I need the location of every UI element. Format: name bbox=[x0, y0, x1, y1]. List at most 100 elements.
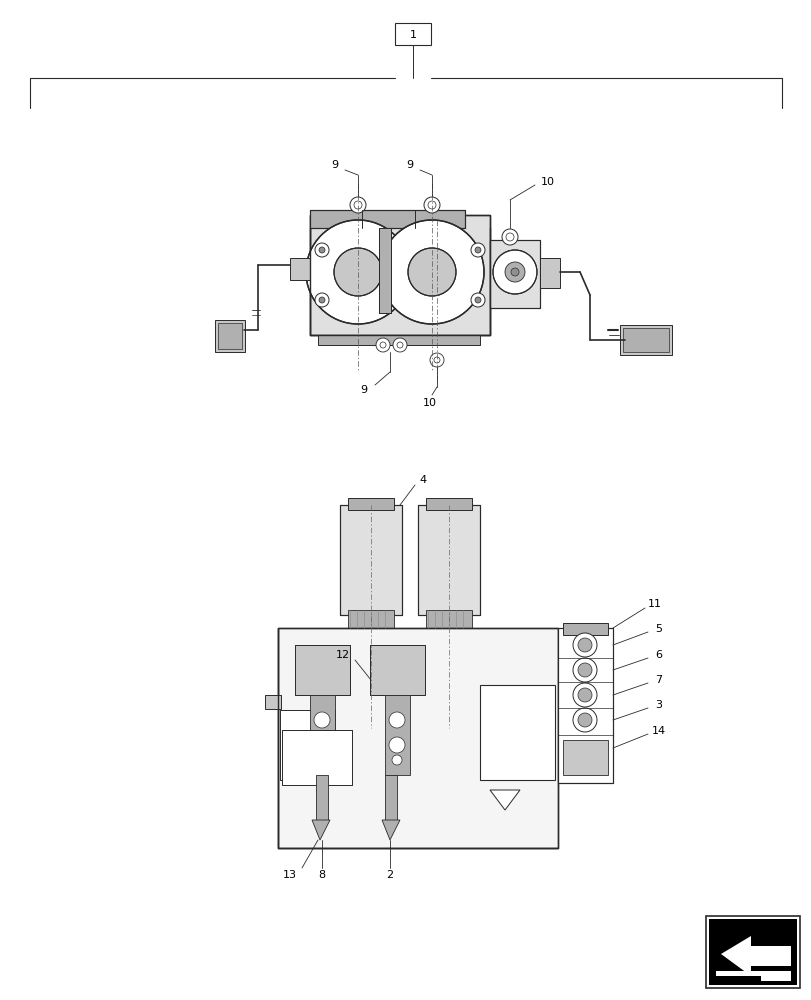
Bar bbox=[708, 919, 796, 985]
Circle shape bbox=[314, 712, 329, 728]
Bar bbox=[340, 505, 401, 615]
Bar bbox=[562, 740, 607, 775]
Bar bbox=[562, 623, 607, 635]
Circle shape bbox=[492, 250, 536, 294]
Bar bbox=[277, 628, 557, 848]
Circle shape bbox=[423, 197, 440, 213]
Bar bbox=[489, 240, 539, 308]
Text: 2: 2 bbox=[386, 870, 393, 880]
Bar bbox=[418, 505, 479, 615]
Bar bbox=[318, 335, 479, 345]
Circle shape bbox=[333, 248, 381, 296]
Text: 3: 3 bbox=[654, 700, 662, 710]
Bar bbox=[281, 730, 351, 785]
Circle shape bbox=[504, 262, 525, 282]
Bar bbox=[489, 240, 539, 308]
Bar bbox=[557, 628, 612, 783]
Circle shape bbox=[380, 220, 483, 324]
Text: 10: 10 bbox=[423, 398, 436, 408]
Bar bbox=[280, 710, 335, 780]
Bar bbox=[281, 730, 351, 785]
Circle shape bbox=[573, 633, 596, 657]
Bar bbox=[384, 695, 410, 775]
Bar bbox=[426, 610, 471, 628]
Bar bbox=[215, 320, 245, 352]
Text: 14: 14 bbox=[651, 726, 665, 736]
Bar bbox=[294, 645, 350, 695]
Circle shape bbox=[577, 713, 591, 727]
Bar bbox=[310, 210, 465, 228]
Bar bbox=[557, 628, 612, 783]
Bar bbox=[379, 228, 391, 313]
Bar bbox=[277, 628, 557, 848]
Text: 7: 7 bbox=[654, 675, 662, 685]
Circle shape bbox=[573, 658, 596, 682]
Bar bbox=[539, 258, 560, 288]
Circle shape bbox=[577, 688, 591, 702]
Circle shape bbox=[388, 737, 405, 753]
Circle shape bbox=[393, 338, 406, 352]
Text: 10: 10 bbox=[540, 177, 554, 187]
Bar bbox=[620, 325, 672, 355]
Circle shape bbox=[474, 247, 480, 253]
Bar bbox=[348, 498, 393, 510]
Text: 9: 9 bbox=[360, 385, 367, 395]
Circle shape bbox=[510, 268, 518, 276]
Circle shape bbox=[407, 248, 456, 296]
Text: 9: 9 bbox=[331, 160, 338, 170]
Polygon shape bbox=[720, 936, 790, 976]
Bar bbox=[370, 645, 424, 695]
Circle shape bbox=[392, 755, 401, 765]
Bar bbox=[310, 210, 465, 228]
Circle shape bbox=[314, 737, 329, 753]
Circle shape bbox=[577, 663, 591, 677]
Bar bbox=[310, 215, 489, 335]
Circle shape bbox=[573, 683, 596, 707]
Circle shape bbox=[388, 712, 405, 728]
Circle shape bbox=[315, 293, 328, 307]
Text: 12: 12 bbox=[336, 650, 350, 660]
Polygon shape bbox=[715, 971, 790, 981]
Bar bbox=[370, 645, 424, 695]
Circle shape bbox=[501, 229, 517, 245]
Polygon shape bbox=[489, 790, 519, 810]
Bar bbox=[394, 23, 431, 45]
Text: 13: 13 bbox=[283, 870, 297, 880]
Bar bbox=[310, 695, 335, 775]
Bar bbox=[479, 685, 554, 780]
Circle shape bbox=[430, 353, 444, 367]
Polygon shape bbox=[311, 820, 329, 840]
Bar bbox=[622, 328, 668, 352]
Text: 5: 5 bbox=[654, 624, 662, 634]
Text: 9: 9 bbox=[406, 160, 413, 170]
Bar bbox=[340, 505, 401, 615]
Text: 6: 6 bbox=[654, 650, 662, 660]
Bar bbox=[384, 775, 397, 820]
Circle shape bbox=[375, 338, 389, 352]
Circle shape bbox=[350, 197, 366, 213]
Bar bbox=[310, 215, 489, 335]
Circle shape bbox=[306, 220, 410, 324]
Bar bbox=[217, 323, 242, 349]
Text: 4: 4 bbox=[419, 475, 426, 485]
Circle shape bbox=[470, 243, 484, 257]
Text: 8: 8 bbox=[318, 870, 325, 880]
Polygon shape bbox=[381, 820, 400, 840]
Bar bbox=[264, 695, 281, 709]
Bar bbox=[290, 258, 310, 280]
Bar bbox=[418, 505, 479, 615]
Circle shape bbox=[577, 638, 591, 652]
Circle shape bbox=[319, 247, 324, 253]
Circle shape bbox=[470, 293, 484, 307]
Text: 1: 1 bbox=[409, 30, 416, 40]
Text: 11: 11 bbox=[647, 599, 661, 609]
Bar bbox=[294, 645, 350, 695]
Circle shape bbox=[319, 297, 324, 303]
Bar bbox=[315, 775, 328, 820]
Circle shape bbox=[573, 708, 596, 732]
Bar bbox=[426, 498, 471, 510]
Circle shape bbox=[316, 755, 327, 765]
Bar bbox=[705, 916, 799, 988]
Circle shape bbox=[315, 243, 328, 257]
Bar bbox=[348, 610, 393, 628]
